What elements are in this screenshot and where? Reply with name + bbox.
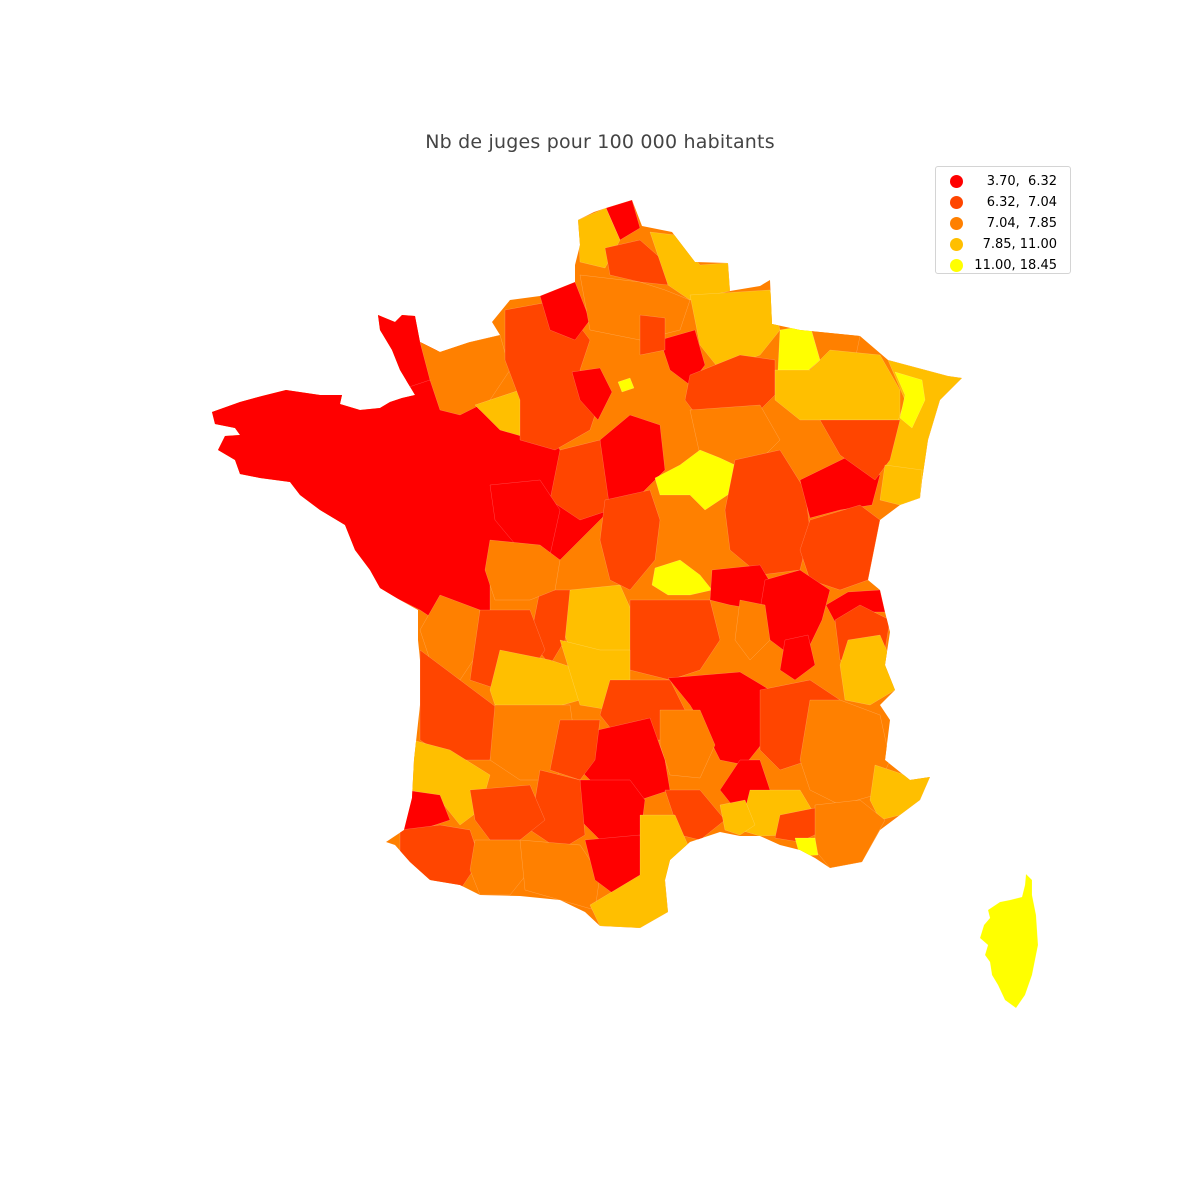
legend-label: 7.85, 11.00 <box>982 237 1057 252</box>
legend-swatch <box>950 259 963 272</box>
legend-swatch <box>950 196 963 209</box>
departement-region <box>794 837 819 857</box>
departement-region <box>734 599 771 661</box>
departement-region <box>484 539 561 601</box>
mainland-departements <box>212 200 962 928</box>
departement-region <box>599 489 661 591</box>
departement-region <box>589 814 691 928</box>
departement-region <box>571 367 613 421</box>
legend-label: 6.32, 7.04 <box>986 195 1057 210</box>
departement-region <box>549 439 611 521</box>
departement-region <box>799 504 881 591</box>
departement-region <box>879 464 923 506</box>
legend-item: 7.85, 11.00 <box>936 234 1070 255</box>
departement-region <box>779 634 816 681</box>
legend-swatch <box>950 217 963 230</box>
departement-region <box>774 807 826 843</box>
legend-label: 11.00, 18.45 <box>974 258 1057 273</box>
corsica <box>979 873 1039 1009</box>
departement-region <box>689 289 781 371</box>
departement-region <box>549 719 601 781</box>
legend-swatch <box>950 175 963 188</box>
departement-region <box>617 377 635 393</box>
map-legend: 3.70, 6.32 6.32, 7.04 7.04, 7.85 7.85, 1… <box>935 166 1071 274</box>
legend-item: 3.70, 6.32 <box>936 171 1070 192</box>
departement-region <box>651 559 713 596</box>
departement-region <box>825 589 886 623</box>
legend-swatch <box>950 238 963 251</box>
legend-item: 6.32, 7.04 <box>936 192 1070 213</box>
legend-item: 11.00, 18.45 <box>936 255 1070 276</box>
legend-label: 7.04, 7.85 <box>986 216 1057 231</box>
departement-region <box>639 314 666 356</box>
map-title: Nb de juges pour 100 000 habitants <box>425 131 775 153</box>
departement-region <box>719 799 756 836</box>
departement-region <box>869 764 931 821</box>
departement-region <box>839 634 896 706</box>
departement-region <box>539 281 591 341</box>
legend-label: 3.70, 6.32 <box>986 174 1057 189</box>
departement-region <box>819 419 901 481</box>
departement-region <box>659 709 716 779</box>
departement-region <box>894 371 926 429</box>
legend-item: 7.04, 7.85 <box>936 213 1070 234</box>
